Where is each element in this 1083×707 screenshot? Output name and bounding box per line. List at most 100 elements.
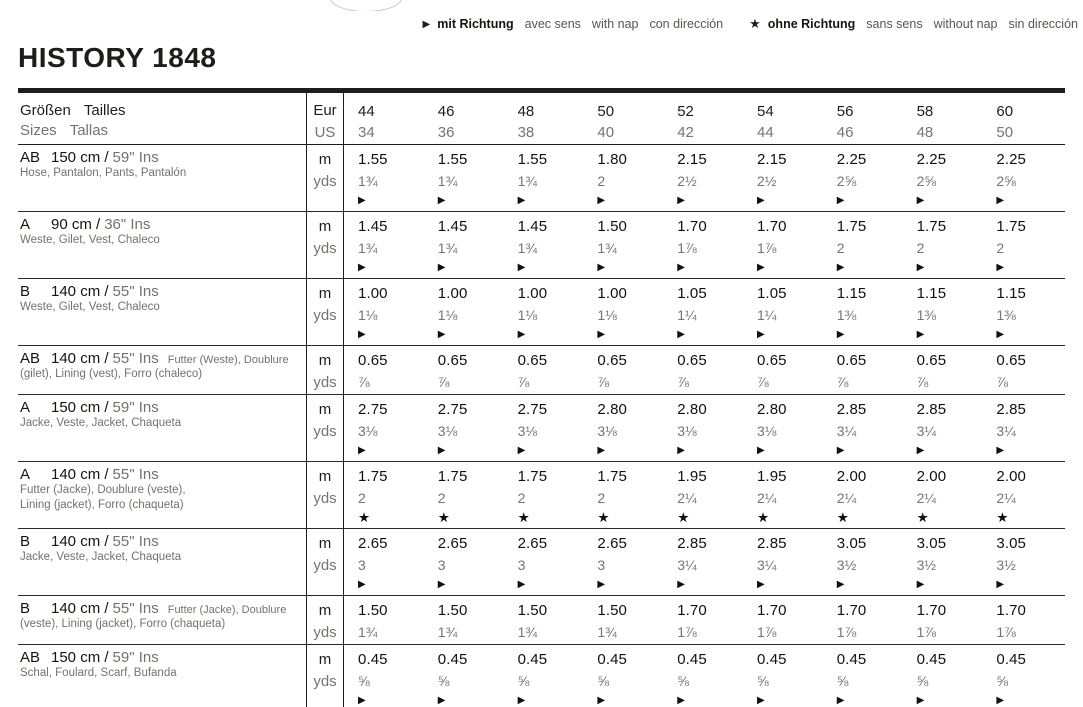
yards-value: 2	[597, 490, 606, 506]
meters-unit-label: m	[318, 352, 332, 369]
meters-value: 2.75	[358, 401, 388, 418]
meters-value: 1.75	[517, 468, 548, 485]
without-nap-star-icon: ★	[749, 16, 761, 31]
yards-value: ⅝	[916, 673, 929, 689]
size-us: 40	[597, 124, 615, 141]
yards-value: 2¼	[677, 490, 697, 506]
nap-direction-symbol: ★	[597, 510, 610, 525]
meters-value: 1.15	[916, 285, 947, 302]
nap-direction-symbol: ▶	[358, 695, 366, 706]
yards-value: 1¾	[358, 240, 378, 256]
meters-value: 0.45	[677, 651, 707, 668]
yards-value: ⅞	[677, 374, 689, 390]
yardage-cell: 0.45 ⅝ ▶	[823, 645, 903, 707]
view-letter: B	[20, 283, 31, 300]
nap-direction-symbol: ▶	[836, 445, 845, 456]
sizes-header-cell: Größen Tailles Sizes Tallas	[18, 93, 307, 144]
yards-value: ⅝	[517, 673, 530, 689]
unit-cell: m yds	[307, 279, 344, 345]
page-title: HISTORY 1848	[18, 42, 217, 73]
nap-direction-symbol: ▶	[517, 195, 526, 206]
nap-direction-symbol: ▶	[517, 329, 526, 340]
yards-value: 1⅛	[358, 307, 378, 323]
view-letter: AB	[20, 149, 41, 166]
meters-value: 2.25	[836, 151, 867, 168]
row-label-cell: B 140 cm /55" Ins Futter (Jacke), Doublure…	[18, 596, 307, 644]
yardage-cell: 1.75 2 ★	[504, 462, 584, 528]
yardage-cell: 2.85 3¼ ▶	[823, 395, 903, 461]
fabric-width: 140 cm /	[51, 466, 109, 483]
meters-value: 1.45	[437, 218, 468, 235]
meters-value: 0.65	[996, 352, 1026, 369]
yards-unit-label: yds	[313, 673, 337, 690]
meters-value: 1.95	[677, 468, 707, 485]
meters-value: 0.45	[916, 651, 947, 668]
yards-unit-label: yds	[313, 423, 337, 440]
nap-direction-symbol: ▶	[916, 695, 925, 706]
yards-value: ⅞	[836, 374, 849, 390]
yardage-cell: 1.00 1⅛ ▶	[583, 279, 663, 345]
meters-value: 2.80	[597, 401, 627, 418]
yards-value: 1⅛	[517, 307, 538, 323]
nap-direction-symbol: ▶	[437, 445, 446, 456]
garment-names: (gilet), Lining (vest), Forro (chaleco)	[20, 368, 203, 380]
yards-value: ⅞	[358, 374, 370, 390]
nap-direction-symbol: ▶	[597, 579, 606, 590]
yardage-cell: 2.75 3⅛ ▶	[344, 395, 424, 461]
eur-label: Eur	[313, 102, 337, 119]
yards-value: ⅞	[437, 374, 450, 390]
with-nap-arrow-icon: ▶	[422, 18, 431, 30]
nap-direction-symbol: ▶	[677, 262, 685, 273]
yards-value: 2	[836, 240, 845, 256]
yards-value: 1¾	[517, 173, 538, 189]
yardage-cell: 1.75 2 ▶	[903, 212, 983, 278]
meters-value: 1.55	[358, 151, 388, 168]
view-letter: AB	[20, 350, 41, 367]
yardage-cell: 2.85 3¼ ▶	[982, 395, 1062, 461]
nap-direction-symbol: ▶	[677, 195, 685, 206]
yardage-cell: 1.00 1⅛ ▶	[504, 279, 584, 345]
view-letter: B	[20, 533, 31, 550]
yards-value: 2⅝	[916, 173, 937, 189]
fabric-requirement-row: A 140 cm /55" Ins Futter (Jacke), Doublur…	[18, 462, 1065, 529]
meters-value: 1.55	[437, 151, 468, 168]
yardage-cell: 1.05 1¼ ▶	[743, 279, 823, 345]
fabric-width: 140 cm /	[51, 600, 109, 617]
yardage-cell: 0.65 ⅞	[504, 346, 584, 394]
yards-value: 3½	[916, 557, 937, 573]
nap-direction-symbol: ★	[836, 510, 849, 525]
yards-value: 2¼	[836, 490, 857, 506]
yards-unit-label: yds	[313, 374, 337, 391]
yardage-cell: 1.50 1¾ ▶	[583, 212, 663, 278]
yards-value: 3⅛	[677, 423, 697, 439]
yards-value: 3	[517, 557, 526, 573]
yards-value: 1¾	[597, 240, 617, 256]
yardage-cell: 2.75 3⅛ ▶	[424, 395, 504, 461]
yards-value: 1¾	[517, 240, 538, 256]
meters-value: 1.00	[358, 285, 388, 302]
meters-value: 1.50	[358, 602, 388, 619]
meters-value: 2.65	[597, 535, 627, 552]
yards-value: 2½	[677, 173, 697, 189]
meters-value: 3.05	[996, 535, 1026, 552]
yards-value: ⅝	[677, 673, 689, 689]
meters-value: 1.70	[677, 602, 707, 619]
meters-value: 0.45	[836, 651, 867, 668]
yards-value: 1⅛	[597, 307, 617, 323]
meters-value: 2.80	[677, 401, 707, 418]
yardage-cell: 0.45 ⅝ ▶	[424, 645, 504, 707]
legend-label: with nap	[591, 17, 639, 31]
garment-names: Futter (Jacke), Doublure (veste),	[20, 484, 186, 496]
unit-cell: m yds	[307, 645, 344, 707]
meters-value: 0.65	[836, 352, 867, 369]
meters-value: 0.65	[756, 352, 787, 369]
meters-value: 2.65	[358, 535, 388, 552]
meters-value: 0.45	[358, 651, 388, 668]
yardage-cell: 1.70 1⅞ ▶	[743, 212, 823, 278]
row-label-cell: A 140 cm /55" Ins Futter (Jacke), Doublur…	[18, 462, 307, 528]
meters-value: 2.65	[517, 535, 548, 552]
nap-direction-symbol: ▶	[836, 195, 845, 206]
nap-direction-symbol: ★	[677, 510, 690, 525]
nap-direction-symbol: ▶	[916, 329, 925, 340]
yards-unit-label: yds	[313, 307, 337, 324]
